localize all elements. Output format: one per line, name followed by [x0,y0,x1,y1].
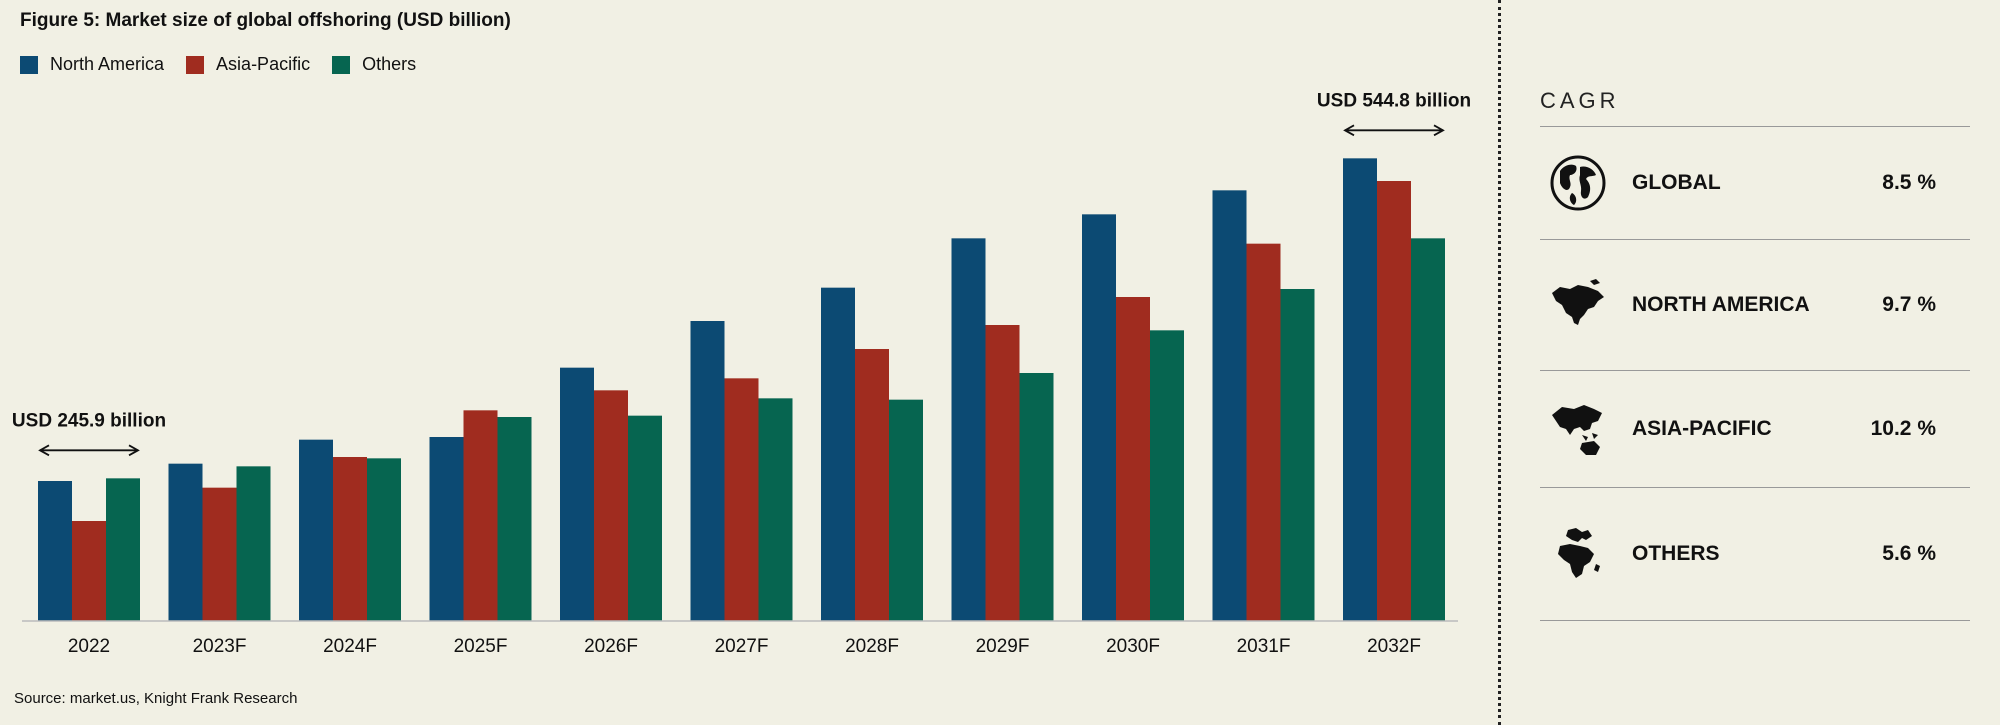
bar-others-2032f [1411,238,1445,622]
x-tick-label: 2032F [1367,636,1421,657]
legend-item-asia-pacific: Asia-Pacific [186,54,310,75]
cagr-label: GLOBAL [1632,171,1721,194]
cagr-row-asia-pacific: ASIA-PACIFIC 10.2 % [1540,371,1970,488]
cagr-row-others: OTHERS 5.6 % [1540,488,1970,621]
bar-north-america-2022 [38,481,72,621]
x-tick-label: 2023F [193,636,247,657]
bars-group [38,158,1445,622]
cagr-row-north-america: NORTH AMERICA 9.7 % [1540,240,1970,371]
cagr-value: 10.2 % [1870,417,1936,440]
legend-item-north-america: North America [20,54,164,75]
bar-north-america-2031f [1212,190,1247,622]
bar-others-2031f [1280,289,1315,621]
europe-africa-map-icon [1558,528,1600,578]
annotation-label: USD 245.9 billion [12,410,166,431]
bar-asia-pacific-2025f [463,410,498,621]
x-tick-label: 2025F [454,636,508,657]
bar-others-2024f [367,458,401,621]
cagr-value: 5.6 % [1882,542,1936,565]
x-tick-label: 2029F [976,636,1030,657]
cagr-value: 9.7 % [1882,293,1936,316]
cagr-row-global: GLOBAL 8.5 % [1540,127,1970,240]
bar-asia-pacific-2026f [594,390,628,621]
chart-title: Figure 5: Market size of global offshori… [20,10,511,31]
cagr-value: 8.5 % [1882,171,1936,194]
bar-others-2028f [889,399,923,621]
bar-asia-pacific-2031f [1246,243,1281,621]
legend-item-others: Others [332,54,416,75]
annotation-label: USD 544.8 billion [1317,90,1471,111]
x-tick-label: 2026F [584,636,638,657]
asia-pacific-map-icon [1552,405,1602,455]
x-tick-label: 2031F [1237,636,1291,657]
x-tick-label: 2022 [68,636,110,657]
bar-chart: 2022 2023F 2024F 2025F 2026F 2027F 2028F 2029F 2… [12,90,1471,657]
bar-asia-pacific-2030f [1116,297,1150,621]
dotted-divider [1498,0,1501,725]
bar-others-2026f [628,415,662,621]
cagr-label: ASIA-PACIFIC [1632,417,1772,440]
bar-asia-pacific-2024f [333,457,367,621]
cagr-label: OTHERS [1632,542,1720,565]
bar-asia-pacific-2029f [985,325,1020,621]
bar-others-2027f [758,398,793,621]
bar-north-america-2024f [299,439,333,621]
bar-asia-pacific-2022 [72,521,106,621]
bar-others-2025f [497,417,532,621]
bar-asia-pacific-2032f [1377,181,1411,621]
bar-others-2023f [236,466,271,621]
legend: North America Asia-Pacific Others [20,54,416,75]
bar-asia-pacific-2027f [724,378,759,621]
bar-north-america-2030f [1082,214,1116,622]
bar-others-2030f [1150,330,1184,621]
x-tick-label: 2030F [1106,636,1160,657]
cagr-panel: CAGR GLOBAL 8.5 % NORTH AMERICA 9.7 % AS… [1540,88,1970,621]
globe-icon [1550,155,1606,211]
bar-others-2029f [1019,373,1054,621]
bar-north-america-2032f [1343,158,1377,622]
north-america-map-icon [1552,279,1604,325]
legend-label: Others [362,54,417,74]
cagr-label: NORTH AMERICA [1632,293,1810,316]
legend-label: North America [50,54,165,74]
legend-swatch-north-america [20,55,38,74]
annotations-group: USD 245.9 billion USD 544.8 billion [12,90,1471,457]
legend-label: Asia-Pacific [216,54,311,74]
cagr-title: CAGR [1540,88,1970,127]
bar-asia-pacific-2028f [855,349,889,621]
bar-north-america-2023f [168,463,203,621]
legend-swatch-others [332,55,351,74]
legend-swatch-asia-pacific [186,55,205,74]
bar-others-2022 [106,478,140,621]
bar-north-america-2027f [690,321,725,621]
x-tick-label: 2027F [715,636,769,657]
source-note: Source: market.us, Knight Frank Research [14,690,298,707]
x-tick-label: 2024F [323,636,377,657]
bar-north-america-2028f [821,287,855,621]
x-tick-label: 2028F [845,636,899,657]
x-tick-labels: 2022 2023F 2024F 2025F 2026F 2027F 2028F 2029F 2… [68,636,1421,657]
bar-north-america-2029f [951,238,986,622]
bar-north-america-2025f [429,437,464,621]
bar-asia-pacific-2023f [202,487,237,621]
bar-north-america-2026f [560,367,594,621]
